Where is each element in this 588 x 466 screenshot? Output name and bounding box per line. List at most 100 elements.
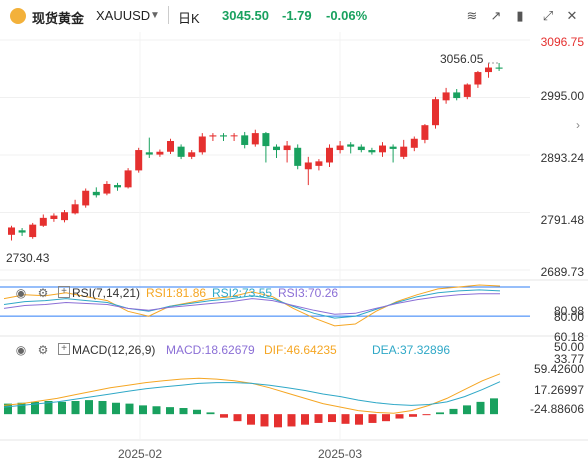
price-axis-label-2: 2893.24 xyxy=(540,151,584,165)
macd-bar xyxy=(193,409,201,415)
dif-value: DIF:46.64235 xyxy=(264,343,337,357)
macd-bar xyxy=(274,414,282,428)
candle-body xyxy=(357,146,365,151)
macd-bar xyxy=(139,405,147,415)
price-axis-label-4: 2689.73 xyxy=(540,265,584,279)
candle-body xyxy=(8,227,15,235)
macd-bar xyxy=(85,400,93,415)
candle-body xyxy=(262,133,270,147)
candle-body xyxy=(230,135,238,137)
macd-bar xyxy=(17,402,26,415)
candle-body xyxy=(82,190,90,206)
macd-bar xyxy=(58,401,66,415)
instrument-name[interactable]: 现货黄金 xyxy=(32,11,85,26)
candle-body xyxy=(400,146,408,157)
macd-bar xyxy=(368,414,377,423)
settings-icon[interactable]: ⚙ xyxy=(37,343,49,357)
candle-body xyxy=(145,152,153,155)
macd-bar xyxy=(4,403,12,415)
macd-bar xyxy=(287,414,296,427)
rsi-lines xyxy=(3,284,501,327)
macd-bar xyxy=(341,414,350,424)
macd-axis-2: -24.88606 xyxy=(529,402,584,416)
add-icon[interactable]: + xyxy=(58,343,70,355)
candle-body xyxy=(495,67,503,69)
candle-body xyxy=(294,147,302,166)
candle-body xyxy=(442,92,450,101)
macd-bar xyxy=(220,414,228,418)
drawing-icon[interactable]: ↗ xyxy=(490,8,502,23)
macd-bar xyxy=(260,414,269,427)
settings-icon[interactable]: ⚙ xyxy=(37,286,49,300)
macd-bar xyxy=(314,414,323,423)
candle-body xyxy=(177,146,185,157)
rsi3-value: RSI3:70.26 xyxy=(278,286,339,300)
macd-bar xyxy=(98,400,107,415)
rsi-axis-3: 50.00 xyxy=(553,340,584,354)
rsi1-value: RSI1:81.86 xyxy=(146,286,207,300)
candle-body xyxy=(432,99,439,126)
rsi-line-rsi2 xyxy=(3,289,501,319)
rsi-axis-2: 60.18 xyxy=(553,330,584,344)
candle-body xyxy=(304,162,312,170)
rsi-title[interactable]: RSI(7,14,21) xyxy=(72,286,141,300)
macd-bar xyxy=(490,398,498,415)
macd-bar xyxy=(233,414,242,422)
macd-bar xyxy=(152,406,161,415)
price-axis-label-3: 2791.48 xyxy=(540,213,584,227)
candle-body xyxy=(156,151,164,155)
macd-bar xyxy=(44,400,53,415)
macd-bar xyxy=(328,414,336,423)
period-selector[interactable]: 日K xyxy=(178,11,200,26)
candle-body xyxy=(114,185,121,188)
macd-bar xyxy=(125,403,134,415)
macd-bar xyxy=(463,405,471,415)
candle-body xyxy=(336,145,344,151)
macd-bar xyxy=(301,414,309,425)
candle-body xyxy=(61,212,68,221)
macd-bar xyxy=(395,414,404,419)
date-label-0: 2025-02 xyxy=(118,447,163,461)
candle-body xyxy=(453,92,461,99)
candle-body xyxy=(463,84,471,97)
candle-body xyxy=(50,215,58,219)
chevron-down-icon[interactable]: ▼ xyxy=(150,10,160,21)
eye-icon[interactable]: ◉ xyxy=(15,286,27,300)
collapse-arrow-icon[interactable]: › xyxy=(576,118,580,132)
rsi2-value: RSI2:73.55 xyxy=(212,286,273,300)
macd-title[interactable]: MACD(12,26,9) xyxy=(72,343,156,357)
high-annotation: 3056.05 xyxy=(440,52,484,66)
candle-icon[interactable]: ▮ xyxy=(516,8,524,23)
candle-body xyxy=(92,191,100,196)
candle-body xyxy=(209,135,217,137)
candle-body xyxy=(389,146,397,149)
instrument-symbol[interactable]: XAUUSD xyxy=(96,8,151,23)
dea-value: DEA:37.32896 xyxy=(372,343,451,357)
date-label-1: 2025-03 xyxy=(318,447,363,461)
candlestick-chart[interactable] xyxy=(0,32,588,466)
close-icon[interactable]: ✕ xyxy=(566,8,578,23)
candle-body xyxy=(167,141,174,152)
candle-body xyxy=(198,136,206,153)
candle-body xyxy=(379,145,386,153)
macd-bar xyxy=(355,414,363,425)
candle-body xyxy=(39,217,47,226)
rsi-axis-1: 80.00 xyxy=(553,310,584,324)
macd-lines xyxy=(3,373,501,414)
price-change: -1.79 xyxy=(282,8,312,23)
candle-body xyxy=(124,170,132,188)
candle-body xyxy=(220,135,227,137)
add-icon[interactable]: + xyxy=(58,286,70,298)
macd-bar xyxy=(112,402,120,415)
chart-type-icon[interactable]: ≋ xyxy=(466,8,478,23)
grid-lines xyxy=(0,32,588,441)
macd-bar xyxy=(382,414,390,422)
candle-body xyxy=(485,67,492,73)
candle-body xyxy=(135,150,143,171)
macd-bar xyxy=(247,414,255,425)
candle-body xyxy=(410,138,418,148)
expand-icon[interactable]: ⤢ xyxy=(542,8,554,23)
macd-bar xyxy=(166,407,174,415)
chart-header: 现货黄金 XAUUSD ▼ 日K 3045.50 -1.79 -0.06% ≋ … xyxy=(0,0,588,32)
eye-icon[interactable]: ◉ xyxy=(15,343,27,357)
